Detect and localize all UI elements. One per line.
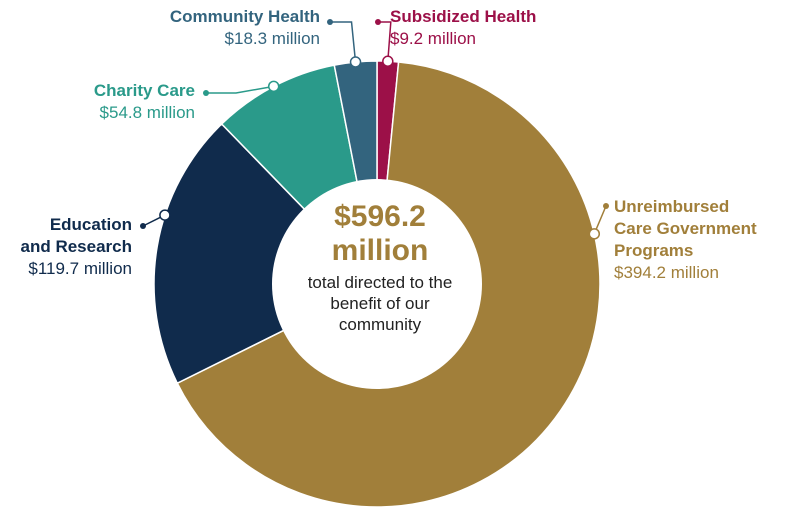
donut-hole xyxy=(272,179,482,389)
label-charity-care-name: Charity Care xyxy=(93,81,195,100)
label-community-health: Community Health $18.3 million xyxy=(170,6,320,50)
leader-end-dot-unreimbursed-care-government-programs xyxy=(603,203,609,209)
label-community-health-name: Community Health xyxy=(169,7,320,26)
leader-end-dot-charity-care xyxy=(203,90,209,96)
label-subsidized-health-value: $9.2 million xyxy=(390,29,476,48)
leader-line-charity-care xyxy=(206,85,274,94)
label-unreimbursed: Unreimbursed Care Government Programs $3… xyxy=(614,196,757,284)
label-education-research: Education and Research $119.7 million xyxy=(21,214,133,280)
label-subsidized-health-name: Subsidized Health xyxy=(390,7,537,26)
leader-anchor-community-health xyxy=(349,56,362,68)
label-education-research-value: $119.7 million xyxy=(28,259,132,278)
leader-end-dot-education-and-research xyxy=(140,223,146,229)
leader-line-community-health xyxy=(330,21,357,63)
label-charity-care-value: $54.8 million xyxy=(99,103,195,122)
leader-anchor-charity-care xyxy=(267,80,280,93)
leader-anchor-education-and-research xyxy=(159,209,171,221)
label-unreimbursed-name-1: Unreimbursed xyxy=(614,197,730,216)
leader-anchor-unreimbursed-care-government-programs xyxy=(588,228,601,240)
label-subsidized-health: Subsidized Health $9.2 million xyxy=(390,6,536,50)
label-education-research-name-2: and Research xyxy=(20,237,133,256)
center-total-line-1: $596.2 xyxy=(334,200,426,233)
leader-lines xyxy=(140,19,609,240)
center-total-line-2: million xyxy=(331,234,429,267)
label-community-health-value: $18.3 million xyxy=(224,29,320,48)
leader-line-subsidized-health xyxy=(378,21,392,62)
center-caption-line-3: community xyxy=(338,315,422,334)
center-caption-line-2: benefit of our xyxy=(330,294,430,313)
leader-end-dot-community-health xyxy=(327,19,333,25)
center-caption-line-1: total directed to the xyxy=(307,273,453,292)
label-education-research-name-1: Education xyxy=(49,215,132,234)
leader-end-dot-subsidized-health xyxy=(375,19,381,25)
center-caption: total directed to the benefit of our com… xyxy=(280,272,480,335)
leader-anchor-subsidized-health xyxy=(382,55,394,68)
label-charity-care: Charity Care $54.8 million xyxy=(94,80,195,124)
slice-education-and-research xyxy=(153,122,379,385)
label-unreimbursed-name-2: Care Government xyxy=(614,219,757,238)
label-unreimbursed-value: $394.2 million xyxy=(614,263,719,282)
donut-center: $596.2 million total directed to the ben… xyxy=(280,200,480,335)
label-unreimbursed-name-3: Programs xyxy=(614,241,694,260)
